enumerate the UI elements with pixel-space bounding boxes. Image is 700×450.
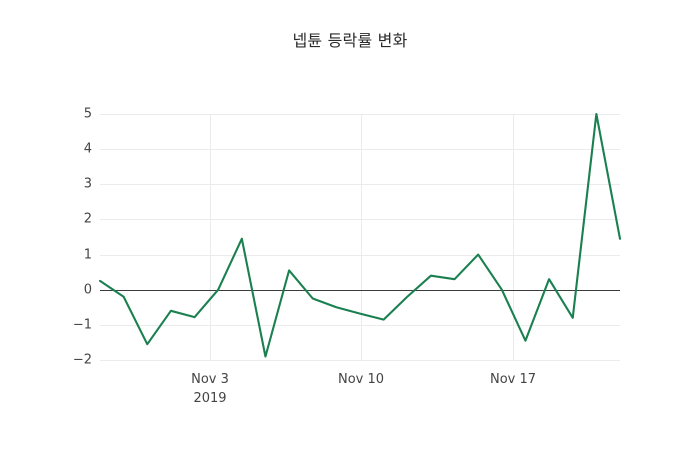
y-tick-label: 0 xyxy=(83,282,92,298)
gridline-horizontal xyxy=(100,184,620,186)
y-tick-label: 1 xyxy=(83,247,92,263)
x-tick-label: Nov 17 xyxy=(490,370,536,389)
gridline-horizontal xyxy=(100,114,620,115)
y-tick-label: −2 xyxy=(72,352,92,368)
zero-axis-line xyxy=(100,289,620,291)
gridline-vertical xyxy=(210,114,211,360)
x-axis-tick-labels: Nov 3 2019 Nov 10 Nov 17 xyxy=(100,370,620,420)
y-tick-label: 2 xyxy=(83,211,92,227)
x-tick-label-primary: Nov 17 xyxy=(489,372,537,387)
plot-area xyxy=(98,112,622,361)
y-tick-label: 5 xyxy=(83,106,92,122)
x-tick-label: Nov 3 2019 xyxy=(191,370,229,408)
x-tick-label-primary: Nov 3 xyxy=(191,372,229,387)
gridline-horizontal xyxy=(100,254,620,256)
y-tick-label: 3 xyxy=(83,176,92,192)
x-tick-label: Nov 10 xyxy=(338,370,384,389)
chart-title: 넵튠 등락률 변화 xyxy=(292,31,408,50)
y-tick-label: 4 xyxy=(83,141,92,157)
gridline-vertical xyxy=(513,114,514,360)
gridline-horizontal xyxy=(100,219,620,221)
y-axis-tick-labels: 5 4 3 2 1 0 −1 −2 xyxy=(40,107,92,368)
gridline-vertical xyxy=(361,114,362,360)
series-polyline xyxy=(98,112,622,358)
gridline-horizontal xyxy=(100,324,620,326)
x-tick-label-primary: Nov 10 xyxy=(337,372,385,387)
x-tick-label-secondary: 2019 xyxy=(193,391,227,406)
gridline-horizontal xyxy=(100,360,620,361)
gridline-horizontal xyxy=(100,149,620,151)
y-tick-label: −1 xyxy=(72,317,92,333)
line-series xyxy=(98,112,622,358)
